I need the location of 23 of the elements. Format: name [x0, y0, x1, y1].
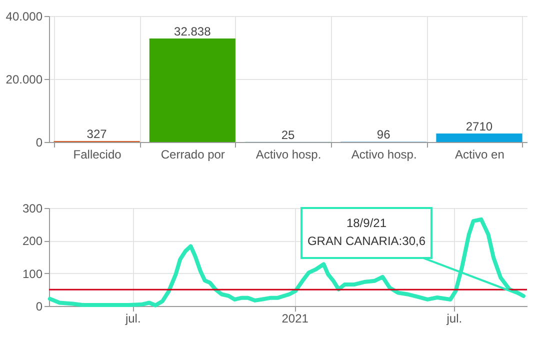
y-tick-label: 0: [36, 300, 43, 314]
x-tick-label: Activo hosp.: [256, 148, 322, 162]
data-label: 32.838: [174, 24, 212, 39]
y-tick-label: 200: [22, 234, 43, 248]
x-tick-label: Activo hosp.: [351, 148, 417, 162]
data-label: 327: [86, 126, 108, 141]
data-label: 2710: [466, 119, 493, 134]
y-tick-label: 0: [36, 136, 43, 150]
x-tick-label: Cerrado por: [160, 148, 225, 162]
y-tick-label: 100: [22, 266, 43, 281]
y-tick-label: 300: [22, 202, 43, 216]
y-tick-label: 40.000: [6, 10, 43, 24]
annotation: 18/9/21 GRAN CANARIA:30,6: [307, 216, 426, 248]
data-label: 25: [281, 128, 295, 142]
x-tick-label: 2021: [282, 312, 309, 326]
y-tick-label: 20.000: [6, 72, 43, 86]
bar: [149, 38, 236, 142]
bar: [436, 133, 522, 142]
x-tick-label: Activo en: [455, 148, 504, 162]
x-tick-label: jul.: [446, 312, 462, 326]
x-tick-label: Fallecido: [73, 148, 122, 162]
data-label: 96: [376, 128, 391, 142]
x-tick-label: jul.: [124, 312, 141, 326]
